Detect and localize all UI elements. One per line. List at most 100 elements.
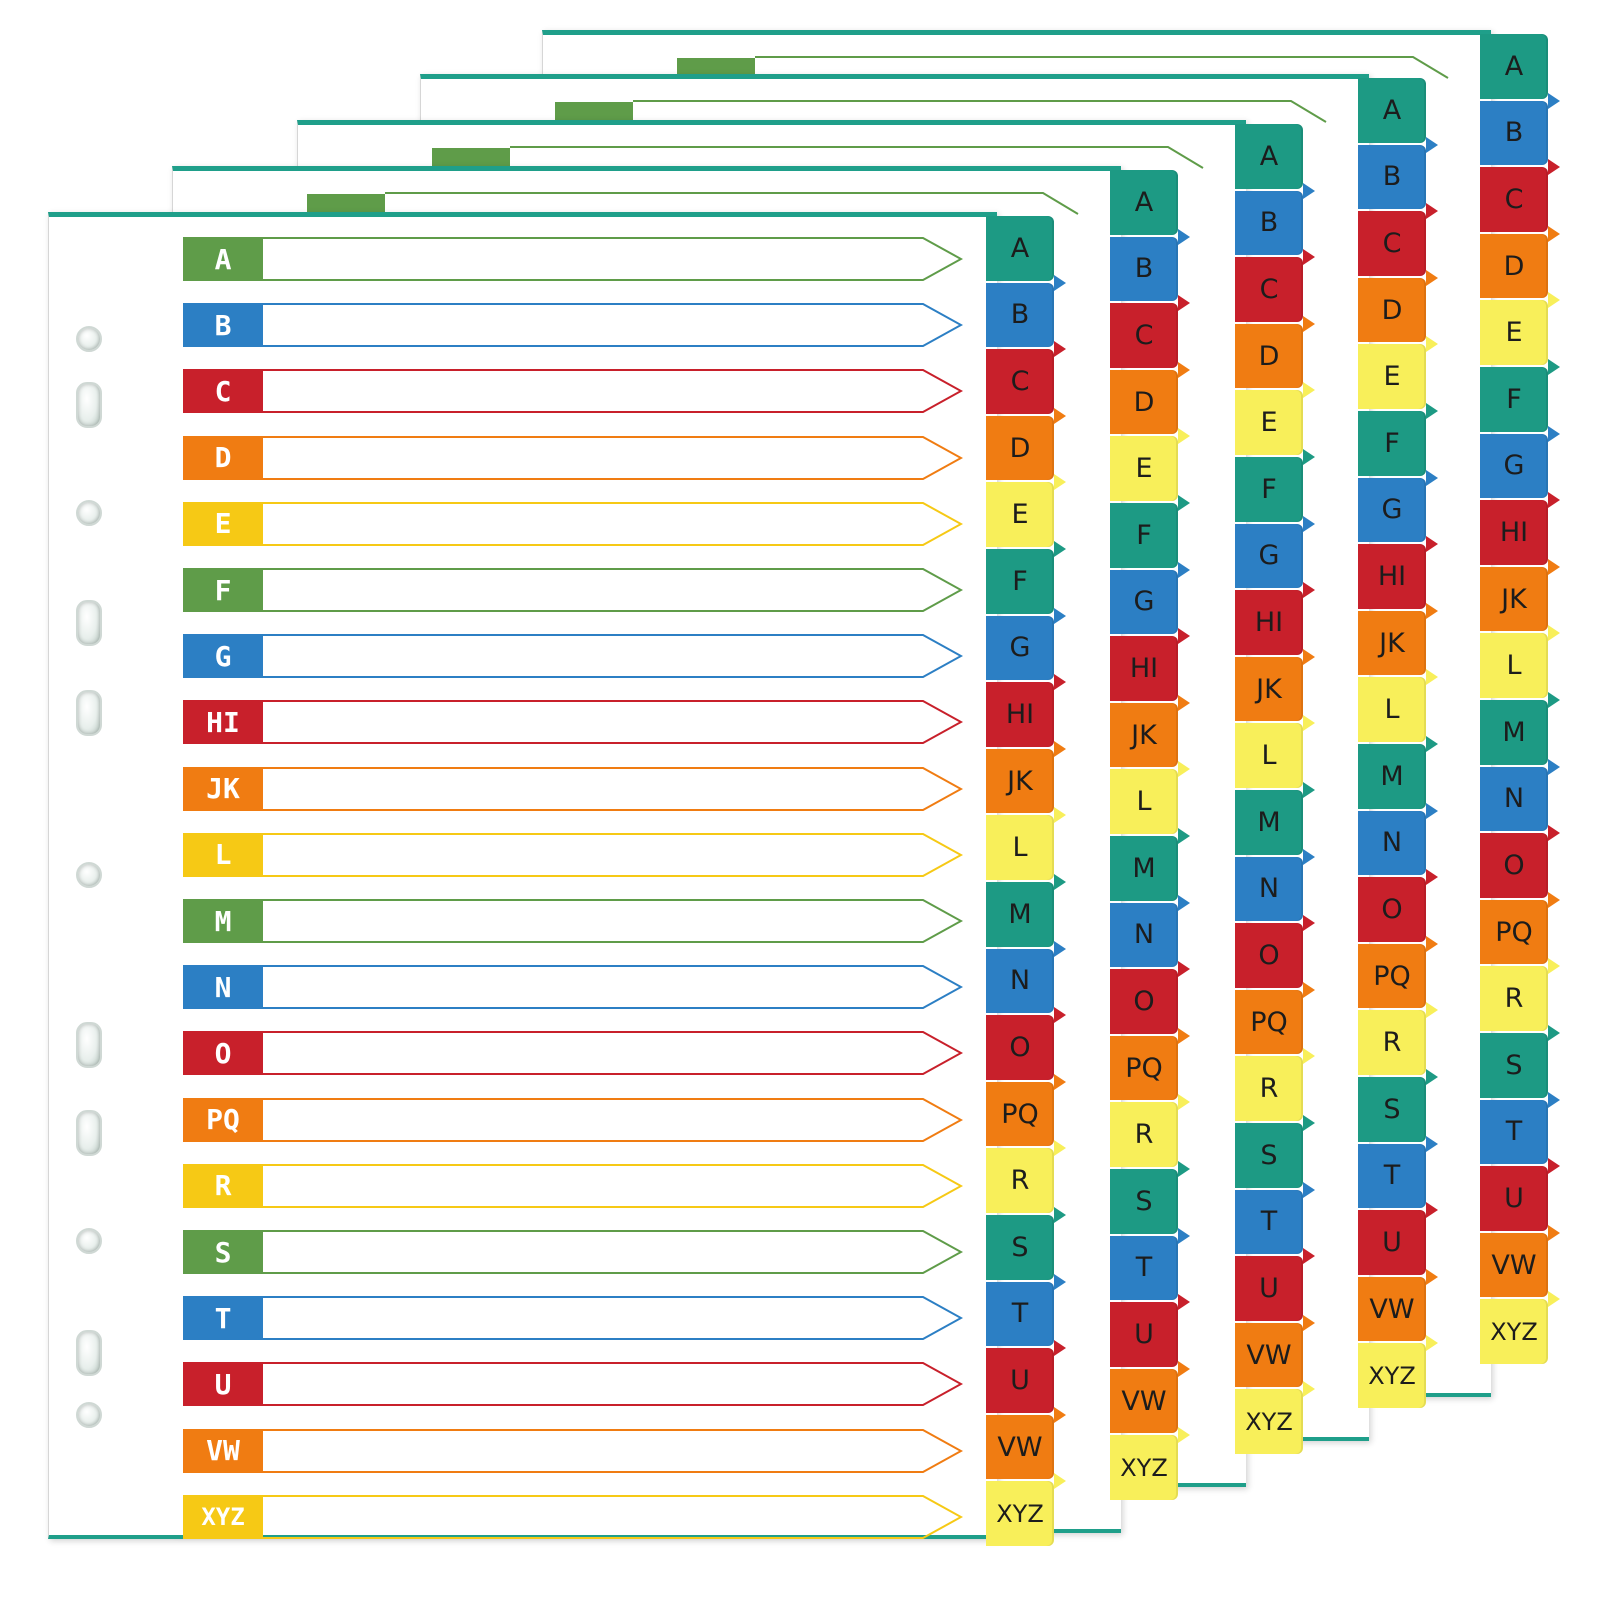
index-row[interactable]: T xyxy=(183,1296,963,1341)
alphabet-tab[interactable]: HI xyxy=(1110,636,1178,701)
alphabet-tab[interactable]: U xyxy=(1110,1302,1178,1367)
alphabet-tab[interactable]: PQ xyxy=(1358,943,1426,1009)
alphabet-tab[interactable]: G xyxy=(1480,433,1548,499)
alphabet-tab[interactable]: L xyxy=(986,815,1054,880)
alphabet-tab[interactable]: HI xyxy=(1235,590,1303,655)
alphabet-tab[interactable]: O xyxy=(1480,833,1548,898)
alphabet-tab[interactable]: N xyxy=(1110,902,1178,968)
write-in-field[interactable] xyxy=(263,1428,963,1473)
alphabet-tab[interactable]: C xyxy=(1235,257,1303,322)
write-in-field[interactable] xyxy=(263,1296,963,1341)
alphabet-tab[interactable]: O xyxy=(1110,969,1178,1034)
index-row[interactable]: S xyxy=(183,1230,963,1274)
write-in-field[interactable] xyxy=(263,766,963,811)
alphabet-tab[interactable]: U xyxy=(1358,1210,1426,1275)
alphabet-tab[interactable]: E xyxy=(1480,300,1548,365)
alphabet-tab[interactable]: N xyxy=(1480,766,1548,832)
alphabet-tab[interactable]: U xyxy=(986,1348,1054,1413)
write-in-field[interactable] xyxy=(263,1230,963,1274)
write-in-field[interactable] xyxy=(263,899,963,943)
alphabet-tab[interactable]: XYZ xyxy=(1110,1435,1178,1500)
alphabet-tab[interactable]: XYZ xyxy=(986,1481,1054,1546)
alphabet-tab[interactable]: HI xyxy=(1480,500,1548,565)
alphabet-tab[interactable]: S xyxy=(986,1215,1054,1280)
alphabet-tab[interactable]: A xyxy=(1358,78,1426,143)
alphabet-tab[interactable]: N xyxy=(1358,810,1426,876)
write-in-field[interactable] xyxy=(263,1163,963,1208)
alphabet-tab[interactable]: XYZ xyxy=(1235,1389,1303,1454)
alphabet-tab[interactable]: O xyxy=(1235,923,1303,988)
alphabet-tab[interactable]: G xyxy=(1358,477,1426,543)
alphabet-tab[interactable]: A xyxy=(1110,170,1178,235)
alphabet-tab[interactable]: JK xyxy=(986,748,1054,814)
write-in-field[interactable] xyxy=(263,369,963,414)
alphabet-tab[interactable]: T xyxy=(986,1281,1054,1347)
alphabet-tab[interactable]: G xyxy=(986,615,1054,681)
alphabet-tab[interactable]: JK xyxy=(1110,702,1178,768)
write-in-field[interactable] xyxy=(263,1494,963,1539)
alphabet-tab[interactable]: HI xyxy=(986,682,1054,747)
alphabet-tab[interactable]: R xyxy=(1480,966,1548,1031)
index-row[interactable]: C xyxy=(183,369,963,414)
index-row[interactable]: N xyxy=(183,965,963,1010)
alphabet-tab[interactable]: R xyxy=(986,1148,1054,1213)
alphabet-tab[interactable]: D xyxy=(986,415,1054,481)
index-row[interactable]: XYZ xyxy=(183,1494,963,1539)
alphabet-tab[interactable]: T xyxy=(1480,1099,1548,1165)
alphabet-tab[interactable]: VW xyxy=(1110,1368,1178,1434)
alphabet-tab[interactable]: O xyxy=(986,1015,1054,1080)
alphabet-tab[interactable]: M xyxy=(1358,744,1426,809)
alphabet-tab[interactable]: PQ xyxy=(1235,989,1303,1055)
alphabet-tab[interactable]: XYZ xyxy=(1480,1299,1548,1364)
write-in-field[interactable] xyxy=(263,832,963,877)
alphabet-tab[interactable]: G xyxy=(1235,523,1303,589)
alphabet-tab[interactable]: F xyxy=(1358,411,1426,476)
alphabet-tab[interactable]: C xyxy=(1110,303,1178,368)
alphabet-tab[interactable]: E xyxy=(986,482,1054,547)
write-in-field[interactable] xyxy=(263,501,963,546)
write-in-field[interactable] xyxy=(263,237,963,281)
write-in-field[interactable] xyxy=(263,965,963,1010)
alphabet-tab[interactable]: C xyxy=(986,349,1054,414)
index-row[interactable]: A xyxy=(183,237,963,281)
alphabet-tab[interactable]: O xyxy=(1358,877,1426,942)
alphabet-tab[interactable]: VW xyxy=(986,1414,1054,1480)
alphabet-tab[interactable]: R xyxy=(1235,1056,1303,1121)
alphabet-tab[interactable]: T xyxy=(1235,1189,1303,1255)
alphabet-tab[interactable]: T xyxy=(1110,1235,1178,1301)
alphabet-tab[interactable]: A xyxy=(1235,124,1303,189)
alphabet-tab[interactable]: JK xyxy=(1358,610,1426,676)
alphabet-tab[interactable]: D xyxy=(1110,369,1178,435)
alphabet-tab[interactable]: B xyxy=(986,282,1054,348)
alphabet-tab[interactable]: E xyxy=(1235,390,1303,455)
index-row[interactable]: B xyxy=(183,303,963,348)
alphabet-tab[interactable]: PQ xyxy=(986,1081,1054,1147)
index-row[interactable]: F xyxy=(183,568,963,612)
write-in-field[interactable] xyxy=(263,303,963,348)
write-in-field[interactable] xyxy=(263,700,963,745)
alphabet-tab[interactable]: L xyxy=(1235,723,1303,788)
alphabet-tab[interactable]: D xyxy=(1480,233,1548,299)
index-row[interactable]: D xyxy=(183,435,963,480)
alphabet-tab[interactable]: VW xyxy=(1358,1276,1426,1342)
alphabet-tab[interactable]: F xyxy=(1480,367,1548,432)
alphabet-tab[interactable]: A xyxy=(986,216,1054,281)
alphabet-tab[interactable]: G xyxy=(1110,569,1178,635)
write-in-field[interactable] xyxy=(263,1362,963,1407)
alphabet-tab[interactable]: A xyxy=(1480,34,1548,99)
alphabet-tab[interactable]: T xyxy=(1358,1143,1426,1209)
alphabet-tab[interactable]: E xyxy=(1110,436,1178,501)
alphabet-tab[interactable]: PQ xyxy=(1480,899,1548,965)
alphabet-tab[interactable]: N xyxy=(986,948,1054,1014)
alphabet-tab[interactable]: B xyxy=(1235,190,1303,256)
index-row[interactable]: U xyxy=(183,1362,963,1407)
alphabet-tab[interactable]: S xyxy=(1110,1169,1178,1234)
alphabet-tab[interactable]: S xyxy=(1358,1077,1426,1142)
alphabet-tab[interactable]: M xyxy=(1480,700,1548,765)
alphabet-tab[interactable]: F xyxy=(1235,457,1303,522)
write-in-field[interactable] xyxy=(263,634,963,679)
alphabet-tab[interactable]: L xyxy=(1110,769,1178,834)
index-row[interactable]: VW xyxy=(183,1428,963,1473)
write-in-field[interactable] xyxy=(263,1031,963,1076)
alphabet-tab[interactable]: B xyxy=(1110,236,1178,302)
